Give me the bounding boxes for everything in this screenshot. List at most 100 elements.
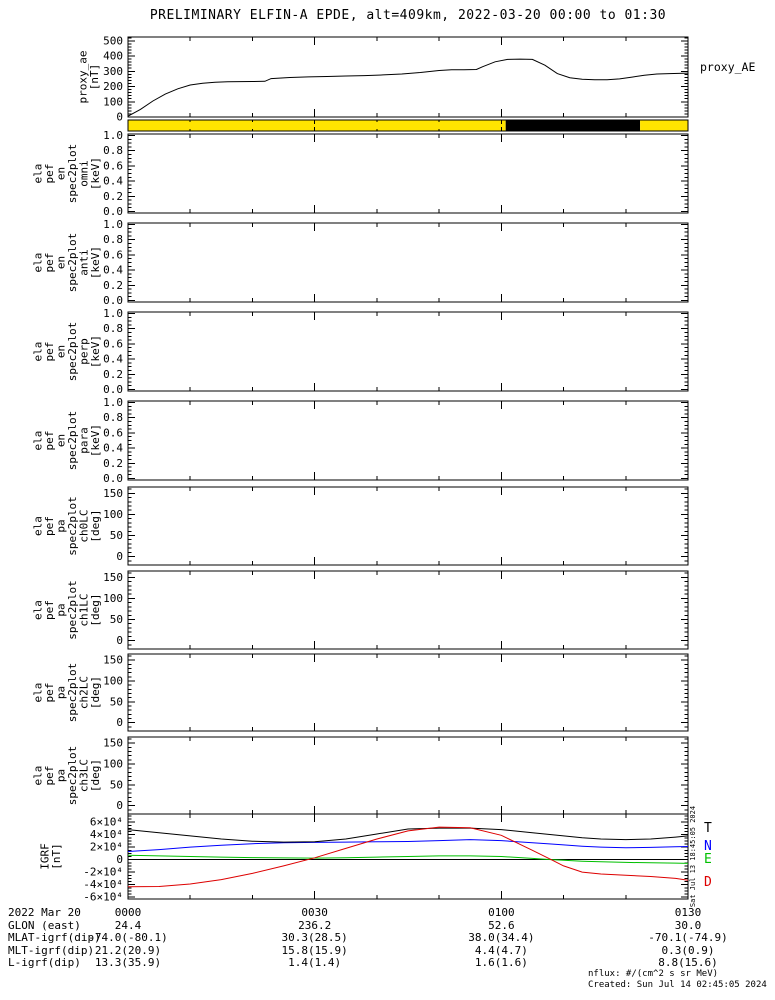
flux-units-note: nflux: #/(cm^2 s sr MeV): [588, 969, 719, 979]
y-axis-label: IGRF[nT]: [38, 843, 63, 870]
y-tick-label: 500: [103, 34, 123, 47]
y-tick-label: 0: [116, 853, 123, 866]
y-tick-label: 150: [103, 737, 123, 750]
y-tick-label: 100: [103, 592, 123, 605]
annotation-row-label: GLON (east): [8, 918, 81, 932]
y-tick-label: 1.0: [103, 218, 123, 231]
annotation-value: 0.3(0.9): [661, 943, 715, 957]
y-tick-label: 6×10⁴: [90, 816, 123, 829]
y-tick-label: 50: [110, 613, 123, 626]
panel-en_para: 0.0 0.2 0.4 0.6 0.8 1.0elapefenspec2plotpara[…: [31, 396, 689, 485]
y-tick-label: 2×10⁴: [90, 841, 123, 854]
y-tick-label: 0.2: [103, 368, 123, 381]
annotation-value: 21.2(20.9): [94, 943, 162, 957]
y-tick-label: 0.8: [103, 322, 123, 335]
annotation-value: 30.3(28.5): [281, 931, 348, 944]
y-axis-label: elapefenspec2plotanti[keV]: [31, 233, 102, 293]
annotation-row-label: MLT-igrf(dip): [8, 943, 95, 957]
legend-entry-N: N: [704, 839, 712, 854]
legend-entry-D: D: [704, 875, 712, 890]
annotation-row-label: MLAT-igrf(dip): [8, 931, 101, 944]
y-tick-label: 150: [103, 571, 123, 584]
panel-quality_bar: [127, 119, 689, 132]
y-axis-label: elapefpaspec2plotch0LC[deg]: [31, 496, 102, 556]
quality-bar-segment: [505, 120, 641, 131]
annotation-value: 4.4(4.7): [474, 943, 528, 957]
y-tick-label: -2×10⁴: [83, 866, 123, 879]
y-tick-label: 1.0: [103, 307, 123, 320]
y-tick-label: 0.6: [103, 426, 123, 439]
annotation-row-label: L-igrf(dip): [8, 956, 81, 969]
y-tick-label: 100: [103, 508, 123, 521]
panel-frame: [127, 570, 689, 650]
y-tick-label: 150: [103, 654, 123, 667]
annotation-value: 236.2: [298, 918, 332, 932]
panel-frame: [127, 133, 689, 214]
y-tick-label: 100: [103, 758, 123, 771]
y-tick-label: 0.6: [103, 159, 123, 172]
y-tick-label: 100: [103, 675, 123, 688]
annotation-value: 38.0(34.4): [468, 931, 535, 944]
annotation-value: 8.8(15.6): [658, 956, 718, 969]
y-tick-label: 1.0: [103, 396, 123, 409]
x-tick-label: 0100: [488, 906, 515, 919]
annotation-value: 30.0: [674, 918, 702, 932]
annotation-value: 15.8(15.9): [281, 943, 348, 957]
igrf-series-E: [127, 854, 689, 864]
y-tick-label: 0.4: [103, 353, 123, 366]
proxy_ae-series-proxy_AE: [127, 58, 689, 117]
y-tick-label: 0.0: [103, 383, 123, 396]
y-tick-label: 0.0: [103, 294, 123, 307]
y-tick-label: 0.4: [103, 264, 123, 277]
quality-bar-segment: [640, 120, 688, 131]
panel-frame: [127, 311, 689, 392]
y-tick-label: 300: [103, 65, 123, 78]
page-title: PRELIMINARY ELFIN-A EPDE, alt=409km, 202…: [149, 8, 667, 23]
panel-frame: [127, 486, 689, 566]
igrf-series-N: [127, 839, 689, 852]
panel-frame: [127, 36, 689, 118]
panel-en_perp: 0.0 0.2 0.4 0.6 0.8 1.0elapefenspec2plotperp[…: [31, 307, 689, 396]
y-tick-label: 0.4: [103, 175, 123, 188]
legend-entry-E: E: [704, 852, 712, 867]
panel-frame: [127, 222, 689, 303]
panel-en_anti: 0.0 0.2 0.4 0.6 0.8 1.0elapefenspec2plotanti[…: [31, 218, 689, 307]
y-tick-label: 0: [116, 111, 123, 124]
created-timestamp: Created: Sun Jul 14 02:45:05 2024: [588, 980, 767, 990]
annotation-value: 1.6(1.6): [474, 956, 528, 969]
y-axis-label: proxy_ae[nT]: [76, 51, 101, 104]
y-tick-label: 0.6: [103, 337, 123, 350]
y-tick-label: 0.2: [103, 457, 123, 470]
panel-frame: [127, 736, 689, 815]
y-tick-label: 0.6: [103, 248, 123, 261]
panel-frame: [127, 119, 689, 132]
panel-frame: [127, 653, 689, 732]
y-tick-label: 0.4: [103, 442, 123, 455]
y-tick-label: 0: [116, 550, 123, 563]
y-tick-label: 400: [103, 50, 123, 63]
y-tick-label: -4×10⁴: [83, 878, 123, 891]
x-tick-label: 0000: [114, 906, 142, 919]
date-label: 2022 Mar 20: [8, 906, 81, 919]
quality-bar-segment: [128, 120, 506, 131]
annotation-value: 1.4(1.4): [288, 956, 342, 969]
y-axis-label: elapefenspec2plotomni[keV]: [31, 144, 102, 204]
y-tick-label: 4×10⁴: [90, 828, 123, 841]
y-axis-label: elapefpaspec2plotch2LC[deg]: [31, 663, 102, 723]
y-tick-label: 100: [103, 95, 123, 108]
annotation-value: 13.3(35.9): [94, 956, 162, 969]
y-tick-label: 0.8: [103, 233, 123, 246]
y-axis-label: elapefenspec2plotperp[keV]: [31, 322, 102, 382]
y-tick-label: 50: [110, 695, 123, 708]
annotation-value: 52.6: [488, 918, 515, 932]
igrf-series-T: [127, 827, 689, 843]
annotation-value: 24.4: [114, 918, 142, 932]
y-axis-label: elapefenspec2plotpara[keV]: [31, 411, 102, 471]
